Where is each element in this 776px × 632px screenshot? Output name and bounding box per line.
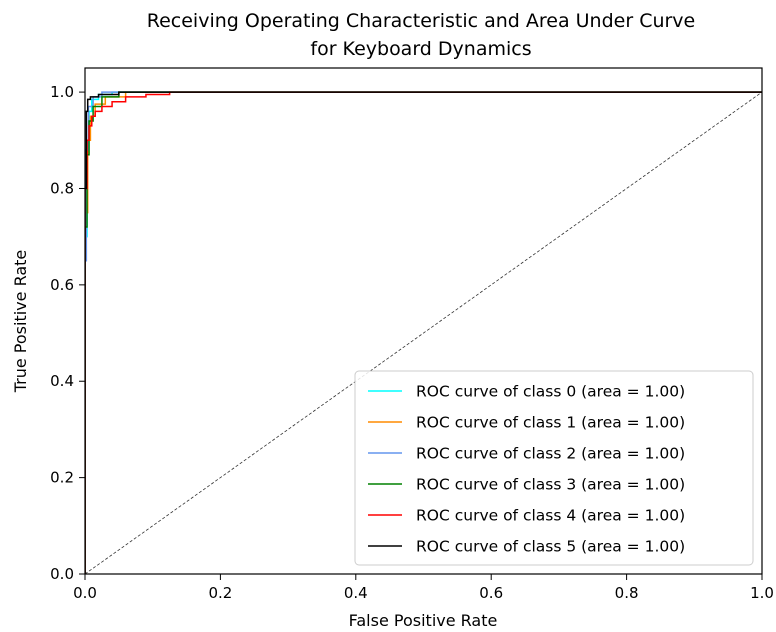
y-axis-label: True Positive Rate <box>11 250 30 394</box>
x-tick-label: 1.0 <box>750 584 774 602</box>
legend-box <box>354 370 754 566</box>
y-tick-label: 0.0 <box>50 565 74 583</box>
roc-series-line-class-5 <box>85 91 762 574</box>
y-tick-label: 0.6 <box>50 276 74 294</box>
legend-label-class-1: ROC curve of class 1 (area = 1.00) <box>416 414 685 432</box>
y-tick-label: 0.2 <box>50 469 74 487</box>
x-tick-label: 0.8 <box>615 584 639 602</box>
x-tick-label: 0.6 <box>479 584 503 602</box>
legend-label-class-4: ROC curve of class 4 (area = 1.00) <box>416 507 685 525</box>
y-tick-label: 1.0 <box>50 83 74 101</box>
legend-label-class-0: ROC curve of class 0 (area = 1.00) <box>416 383 685 401</box>
x-tick-label: 0.2 <box>208 584 232 602</box>
plot-frame <box>84 67 763 575</box>
y-tick-label: 0.4 <box>50 372 74 390</box>
chance-diagonal-line <box>85 91 762 574</box>
chart-title-line-1: Receiving Operating Characteristic and A… <box>147 10 696 32</box>
legend-label-class-2: ROC curve of class 2 (area = 1.00) <box>416 445 685 463</box>
legend-label-class-3: ROC curve of class 3 (area = 1.00) <box>416 476 685 494</box>
legend: ROC curve of class 0 (area = 1.00) ROC cu… <box>354 370 754 566</box>
x-axis-label: False Positive Rate <box>349 611 498 630</box>
x-tick-label: 0.0 <box>73 584 97 602</box>
legend-label-class-5: ROC curve of class 5 (area = 1.00) <box>416 538 685 556</box>
x-tick-label: 0.4 <box>344 584 368 602</box>
y-tick-label: 0.8 <box>50 179 74 197</box>
roc-series-line-class-4 <box>85 91 762 574</box>
chart-title-line-2: for Keyboard Dynamics <box>310 38 531 60</box>
roc-series-line-class-3 <box>85 91 762 574</box>
